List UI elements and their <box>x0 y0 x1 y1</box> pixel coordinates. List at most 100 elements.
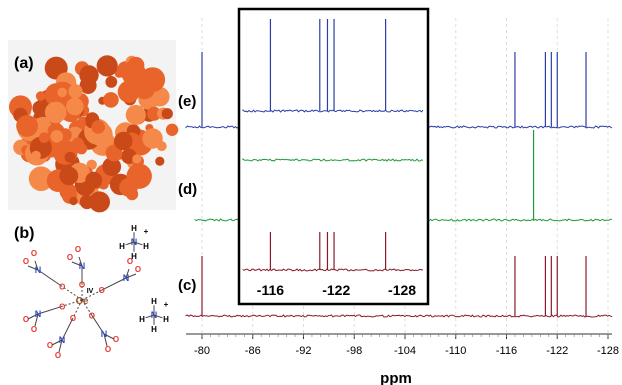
x-tick-label: -92 <box>296 345 312 357</box>
panel-label-b: (b) <box>14 225 34 242</box>
powder-grain <box>57 87 67 98</box>
hydrogen-atom: H <box>139 315 145 324</box>
bond <box>58 339 63 353</box>
bond <box>103 333 108 347</box>
powder-grain <box>31 150 41 161</box>
bond <box>37 305 63 315</box>
x-tick-label: -98 <box>346 345 362 357</box>
powder-grain <box>114 131 133 151</box>
bond <box>125 268 130 279</box>
powder-grain <box>50 130 64 143</box>
molecular-structure: ONOOONOOONOOONOOONOOONOOCeIVNHHHH+NHHHH+ <box>23 224 169 360</box>
bond <box>61 317 74 341</box>
powder-grain <box>79 77 97 94</box>
powder-grain <box>32 100 48 116</box>
bond <box>72 299 83 319</box>
oxygen-atom: O <box>99 286 105 295</box>
oxygen-atom: O <box>105 345 111 354</box>
bond <box>91 315 105 335</box>
hydrogen-atom: H <box>131 224 137 233</box>
powder-grain <box>16 115 38 137</box>
oxygen-atom: O <box>113 335 119 344</box>
bond <box>145 314 155 319</box>
powder-grain <box>103 92 119 108</box>
oxygen-atom: O <box>67 253 73 262</box>
powder-grain <box>147 106 162 121</box>
panel-label-e: (e) <box>178 93 196 110</box>
x-ticks: -80 -86 -92 -98 -104 -110 -116 -122 -128 <box>194 334 619 357</box>
oxygen-atom: O <box>23 257 29 266</box>
powder-grain <box>28 166 54 191</box>
panel-label-a: (a) <box>14 55 34 72</box>
hydrogen-atom: H <box>163 315 169 324</box>
x-tick-label: -104 <box>394 345 416 357</box>
powder-grain <box>38 132 50 143</box>
oxygen-atom: O <box>31 249 37 258</box>
powder-grain <box>66 97 84 116</box>
powder-grain <box>165 123 179 136</box>
oxygen-atom: O <box>70 314 76 323</box>
powder-grain <box>155 156 165 166</box>
powder-grain <box>59 166 79 186</box>
x-tick-label: -110 <box>445 345 466 357</box>
oxidation-state: IV <box>87 288 94 295</box>
oxygen-atom: O <box>75 245 81 254</box>
oxygen-atom: O <box>31 325 37 334</box>
inset-tick-label: -122 <box>322 282 350 298</box>
oxygen-atom: O <box>59 283 65 292</box>
powder-grain <box>44 101 67 124</box>
powder-grain <box>156 141 167 152</box>
oxygen-atom: O <box>135 265 141 274</box>
trace-c <box>185 314 613 318</box>
powder-grain <box>35 91 46 101</box>
oxygen-atom: O <box>23 315 29 324</box>
powder-grain <box>89 191 110 213</box>
hydrogen-atom: H <box>151 297 157 306</box>
powder-grain <box>75 143 88 155</box>
bond <box>51 339 63 346</box>
oxygen-atom: O <box>55 351 61 360</box>
bond <box>78 256 83 267</box>
powder-grain <box>91 120 105 134</box>
bond <box>153 314 163 319</box>
bond <box>62 299 83 307</box>
charge: + <box>144 227 149 236</box>
x-tick-label: -122 <box>546 345 568 357</box>
powder-photo <box>8 40 179 213</box>
powder-grain <box>161 108 173 120</box>
bond <box>27 313 39 320</box>
hydrogen-atom: H <box>119 242 125 251</box>
powder-grain <box>105 76 118 88</box>
inset-tick-label: -128 <box>388 282 416 298</box>
hydrogen-atom: H <box>151 325 157 334</box>
powder-grain <box>96 55 118 77</box>
bond <box>103 333 115 340</box>
bond <box>27 265 39 271</box>
x-tick-label: -116 <box>496 345 517 357</box>
powder-grain <box>85 171 103 189</box>
oxygen-atom: O <box>89 311 95 320</box>
inset-tick-label: -116 <box>257 282 284 298</box>
powder-grain <box>125 104 146 125</box>
powder-grain <box>132 154 142 164</box>
powder-blobs <box>9 55 179 213</box>
panel-label-c: (c) <box>178 277 196 294</box>
oxygen-atom: O <box>59 302 65 311</box>
bond <box>34 260 39 271</box>
panel-label-d: (d) <box>178 181 197 198</box>
bond <box>37 269 63 287</box>
charge: + <box>164 300 169 309</box>
x-axis-label: ppm <box>380 370 412 385</box>
x-tick-label: -128 <box>597 345 619 357</box>
oxygen-atom: O <box>47 341 53 350</box>
x-tick-label: -80 <box>194 345 210 357</box>
inset-trace-c <box>242 268 423 272</box>
bond <box>71 261 83 267</box>
bond <box>133 241 143 246</box>
cerium-atom: Ce <box>76 296 89 307</box>
bond <box>125 273 137 279</box>
powder-grain <box>102 157 122 177</box>
powder-grain <box>69 196 78 206</box>
inset-ticks: -116 -122 -128 <box>257 282 416 298</box>
powder-grain <box>68 84 83 99</box>
